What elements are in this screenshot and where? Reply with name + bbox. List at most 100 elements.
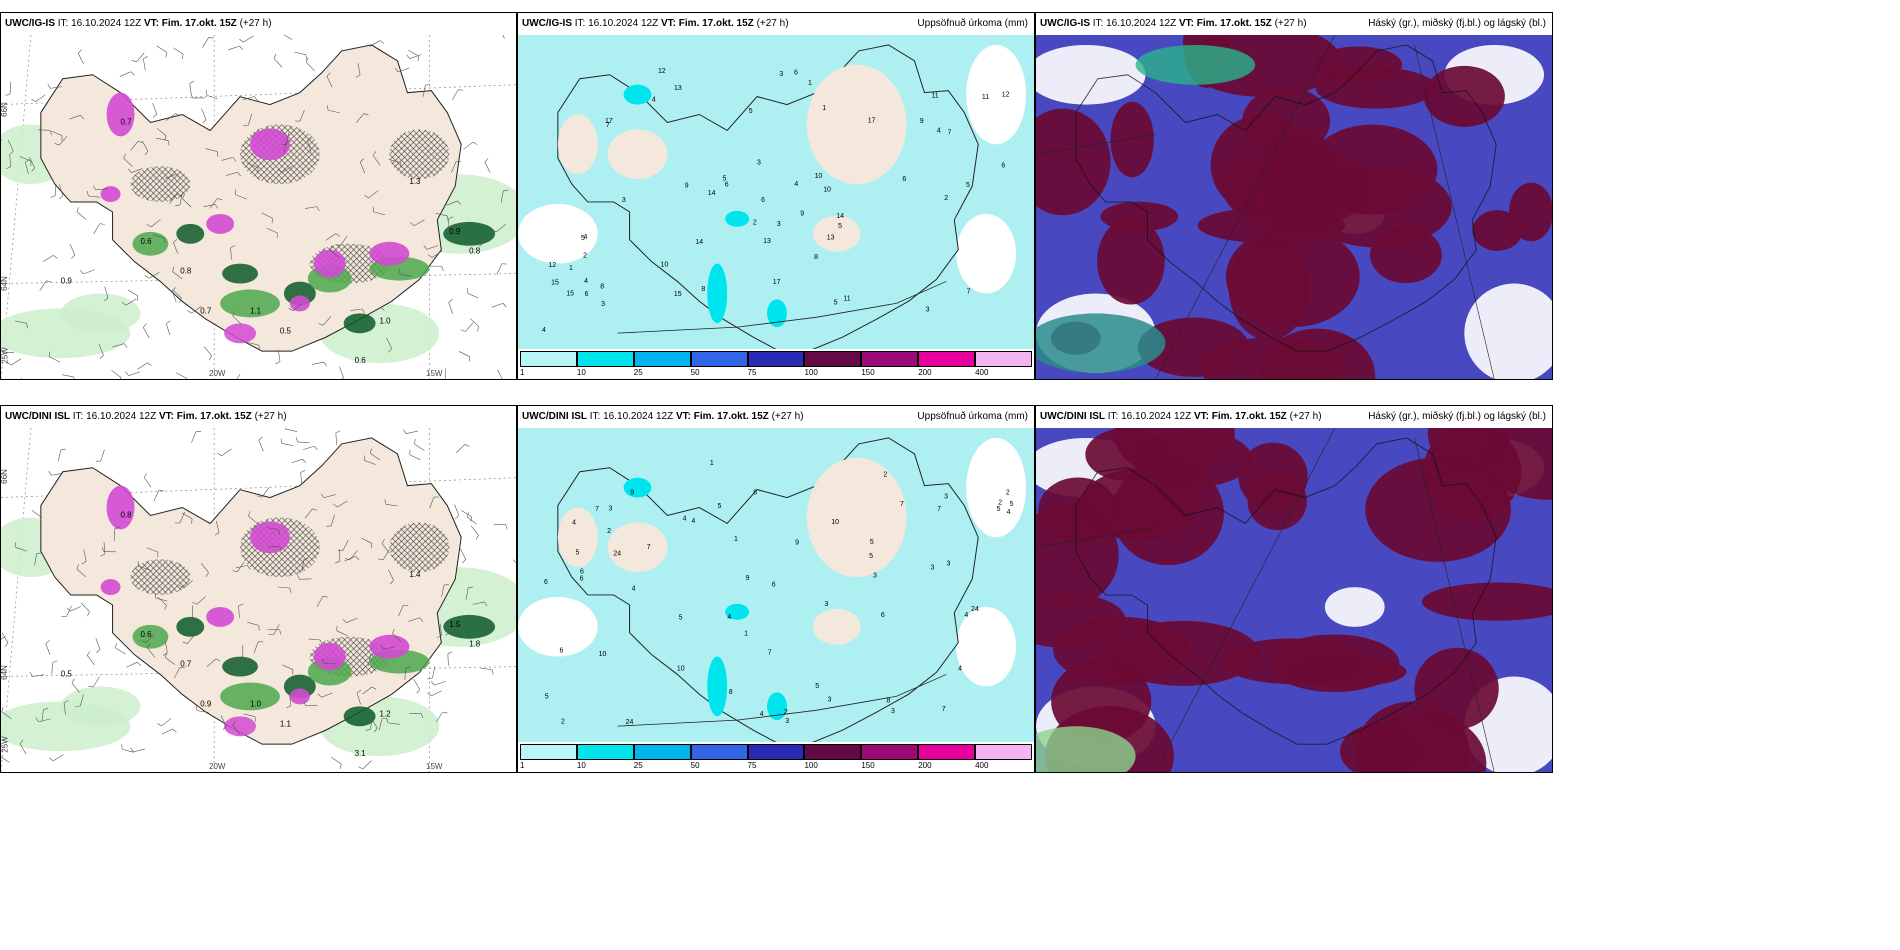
precip-value-label: 9	[795, 540, 799, 547]
precip-value-label: 5	[575, 550, 579, 557]
precip-value-label: 7	[948, 129, 952, 136]
colorbar-segment	[633, 351, 691, 367]
precip-value-label: 4	[632, 585, 636, 592]
precip-value-label: 5	[869, 553, 873, 560]
precip-map[interactable]: 4 5 6 3 2 7 10 15 14 11 9 13 17 12 8 1 3 4 6 5 4 5 6 3 2 7 10 15 14 1…	[518, 35, 1034, 349]
precip-value-label: 7	[595, 506, 599, 513]
snow-value-label: 0.8	[121, 510, 133, 519]
precip-value-label: 7	[768, 649, 772, 656]
colorbar-segment	[747, 744, 805, 760]
precip-value-label: 10	[677, 666, 685, 673]
precip-value-label: 4	[584, 234, 588, 241]
precip-value-label: 3	[608, 506, 612, 513]
precip-value-label: 9	[800, 210, 804, 217]
precip-map[interactable]: 3 4 5 2 6 7 10 24 1 3 4 5 8 6 2 3 9 4 5 7 3 4 5 2 6 7 10 24 1 3 4 5 8 6 2 3…	[518, 428, 1034, 742]
panel-header: UWC/IG-IS IT: 16.10.2024 12Z VT: Fim. 17…	[1036, 13, 1552, 35]
precip-value-label: 10	[831, 519, 839, 526]
precip-value-label: 5	[966, 182, 970, 189]
precip-value-label: 9	[920, 118, 924, 125]
precip-value-label: 5	[997, 506, 1001, 513]
snow-value-label: 1.1	[250, 306, 262, 315]
panel-title: Uppsöfnuð úrkoma (mm)	[917, 411, 1028, 422]
precip-value-label: 6	[902, 176, 906, 183]
snow-value-label: 0.9	[200, 699, 212, 708]
precip-value-label: 12	[548, 262, 556, 269]
precip-value-label: 4	[1007, 509, 1011, 516]
precip-value-label: 10	[599, 651, 607, 658]
precip-value-label: 2	[883, 471, 887, 478]
precip-value-label: 3	[947, 560, 951, 567]
colorbar-tick-label: 1	[520, 761, 525, 770]
precip-value-label: 4	[727, 614, 731, 621]
precip-value-label: 3	[824, 601, 828, 608]
precip-value-label: 10	[823, 187, 831, 194]
precip-value-label: 6	[580, 575, 584, 582]
colorbar-tick-label: 200	[918, 761, 932, 770]
lat-label: 64N	[0, 276, 9, 291]
precip-value-label: 15	[551, 279, 559, 286]
colorbar-tick-label: 100	[804, 368, 818, 377]
precip-value-label: 24	[626, 719, 634, 726]
cloud-map[interactable]	[1036, 35, 1552, 379]
precip-value-label: 3	[779, 71, 783, 78]
colorbar-tick-label: 50	[690, 368, 700, 377]
precip-value-label: 4	[964, 612, 968, 619]
colorbar-tick-label: 150	[861, 761, 875, 770]
precip-value-label: 2	[561, 719, 565, 726]
panel-title: Háský (gr.), miðský (fj.bl.) og lágský (…	[1368, 18, 1546, 29]
lon-label: 20W	[209, 369, 226, 378]
panel-cloud-igis: UWC/IG-IS IT: 16.10.2024 12Z VT: Fim. 17…	[1035, 12, 1553, 380]
panel-snow-igis: UWC/IG-IS IT: 16.10.2024 12Z VT: Fim. 17…	[0, 12, 517, 380]
snow-value-label: 1.0	[380, 316, 392, 325]
precip-value-label: 7	[937, 506, 941, 513]
cloud-map[interactable]	[1036, 428, 1552, 772]
precip-colorbar: 1 10 25 50 75 100 150 200 400	[520, 744, 1032, 770]
lon-label: 20W	[209, 762, 226, 771]
panel-title: Háský (gr.), miðský (fj.bl.) og lágský (…	[1368, 411, 1546, 422]
colorbar-tick-label: 10	[576, 368, 586, 377]
precip-value-label: 8	[600, 284, 604, 291]
precip-value-label: 15	[566, 291, 574, 298]
colorbar-tick-label: 400	[975, 761, 989, 770]
colorbar-segment	[918, 351, 976, 367]
precip-value-label: 1	[822, 105, 826, 112]
precip-value-label: 1	[569, 265, 573, 272]
precip-value-label: 8	[753, 489, 757, 496]
panel-header: UWC/DINI ISL IT: 16.10.2024 12Z VT: Fim.…	[1036, 406, 1552, 428]
lat-label: 66N	[0, 102, 9, 117]
snow-value-label: 0.5	[61, 670, 73, 679]
precip-value-label: 2	[607, 528, 611, 535]
snow-value-label: 1.1	[280, 719, 292, 728]
precip-value-label: 17	[605, 118, 613, 125]
colorbar-segment	[520, 351, 577, 367]
panel-precip-igis: UWC/IG-IS IT: 16.10.2024 12Z VT: Fim. 17…	[517, 12, 1035, 380]
snow-value-label: 0.6	[140, 630, 152, 639]
precip-value-label: 6	[725, 182, 729, 189]
precip-value-label: 12	[1002, 91, 1010, 98]
snow-map[interactable]: 0.5 0.6 0.7 0.9 1.0 1.1 1.2 1.4 1.5 1.8 3.1 0.8	[1, 428, 516, 772]
precip-value-label: 5	[679, 615, 683, 622]
snow-value-label: 1.4	[409, 570, 421, 579]
colorbar-segment	[804, 351, 862, 367]
precip-value-label: 1	[734, 536, 738, 543]
precip-value-label: 6	[585, 291, 589, 298]
precip-value-label: 2	[944, 195, 948, 202]
precip-value-label: 3	[757, 160, 761, 167]
precip-value-label: 5	[1010, 501, 1014, 508]
colorbar-segment	[975, 744, 1032, 760]
snow-value-label: 1.2	[380, 709, 392, 718]
precip-value-label: 5	[718, 503, 722, 510]
snow-value-label: 0.5	[280, 326, 292, 335]
colorbar-tick-label: 25	[633, 368, 643, 377]
precip-value-label: 24	[971, 606, 979, 613]
snow-value-label: 1.0	[250, 699, 262, 708]
precip-colorbar: 1 10 25 50 75 100 150 200 400	[520, 351, 1032, 377]
precip-value-label: 5	[749, 108, 753, 115]
precip-value-label: 3	[873, 573, 877, 580]
colorbar-segment	[861, 351, 919, 367]
precip-value-label: 10	[815, 173, 823, 180]
colorbar-segment	[576, 351, 634, 367]
precip-value-label: 14	[836, 213, 844, 220]
precip-value-label: 13	[674, 85, 682, 92]
snow-map[interactable]: 0.9 0.6 0.8 0.7 1.1 0.5 1.0 1.3 0.9 0.8 0.6 0.7	[1, 35, 516, 379]
